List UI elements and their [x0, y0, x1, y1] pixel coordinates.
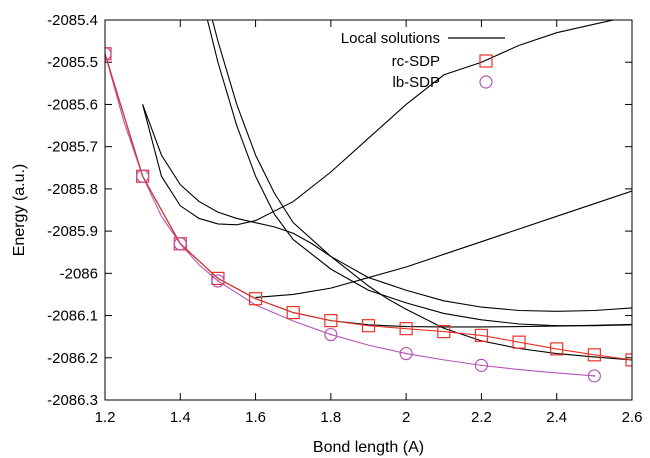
x-tick-label: 1.8 [320, 409, 341, 426]
legend-label-lb-sdp: lb-SDP [392, 74, 440, 91]
y-tick-label: -2086 [60, 265, 98, 282]
lb-sdp-marker [399, 346, 413, 361]
x-tick-label: 1.2 [95, 409, 116, 426]
lb-sdp-curve [105, 53, 632, 377]
plot-area [105, 20, 632, 383]
x-tick-label: 2.4 [546, 409, 567, 426]
local-solutions-lines [105, 20, 632, 361]
lb-sdp-marker-dot [480, 364, 483, 367]
lb-sdp-marker-dot [593, 375, 596, 377]
local-solution-line-2 [211, 20, 632, 312]
lb-sdp-marker [173, 237, 187, 251]
rc-sdp-marker [587, 348, 601, 362]
lb-sdp-marker [136, 169, 150, 183]
rc-sdp-marker [399, 322, 413, 336]
local-solution-line-6 [255, 190, 632, 298]
rc-sdp-markers [105, 47, 632, 367]
rc-sdp-marker [286, 306, 300, 320]
lb-sdp-marker [324, 327, 338, 342]
local-solution-line-5 [142, 20, 616, 226]
y-tick-label: -2085.5 [47, 54, 98, 71]
plot-frame [104, 19, 633, 401]
legend-swatch-lb-sdp [479, 75, 493, 89]
x-tick-label: 1.4 [170, 409, 191, 426]
y-tick-label: -2085.6 [47, 96, 98, 113]
rc-sdp-marker [361, 319, 376, 333]
x-tick-label: 2 [402, 409, 410, 426]
legend-swatch-rc-sdp [479, 54, 493, 68]
lb-sdp-marker-dot [217, 280, 219, 282]
rc-sdp-line [105, 53, 632, 361]
y-tick-label: -2086.3 [47, 392, 98, 409]
lb-sdp-markers [105, 47, 601, 383]
x-axis-label: Bond length (A) [313, 439, 424, 456]
lb-sdp-line [105, 53, 595, 377]
lb-sdp-marker-dot [141, 175, 144, 178]
legend: Local solutions rc-SDP lb-SDP [341, 30, 505, 91]
lb-sdp-marker-dot [405, 352, 408, 355]
lb-sdp-marker-dot [179, 242, 182, 245]
x-tick-label: 1.6 [245, 409, 266, 426]
rc-sdp-marker [324, 314, 338, 328]
lb-sdp-marker [105, 47, 112, 61]
lb-sdp-marker [474, 358, 489, 372]
rc-sdp-marker [512, 335, 526, 349]
rc-sdp-marker [550, 342, 564, 356]
lb-sdp-marker [211, 274, 225, 288]
y-tick-label: -2086.2 [47, 350, 98, 367]
rc-sdp-marker [437, 325, 451, 339]
lb-sdp-marker-dot [329, 333, 332, 336]
legend-label-local-solutions: Local solutions [341, 30, 440, 47]
y-tick-label: -2086.1 [47, 308, 98, 325]
local-solution-line-3 [206, 20, 632, 327]
x-tick-label: 2.2 [471, 409, 492, 426]
y-tick-label: -2085.4 [47, 12, 98, 29]
legend-label-rc-sdp: rc-SDP [392, 53, 440, 70]
rc-sdp-marker [474, 328, 489, 342]
local-solution-line-4 [142, 104, 632, 361]
lb-sdp-marker [587, 369, 601, 383]
rc-sdp-marker [625, 353, 632, 367]
tick-labels: 1.2 1.4 1.6 1.8 2 2.2 2.4 2.6 -2085.4 -2085.5 -208… [47, 12, 642, 426]
y-tick-label: -2085.9 [47, 223, 98, 240]
rc-sdp-marker [248, 292, 263, 306]
x-tick-label: 2.6 [622, 409, 643, 426]
y-tick-label: -2085.7 [47, 139, 98, 156]
y-axis-label: Energy (a.u.) [11, 164, 28, 256]
y-tick-label: -2085.8 [47, 181, 98, 198]
